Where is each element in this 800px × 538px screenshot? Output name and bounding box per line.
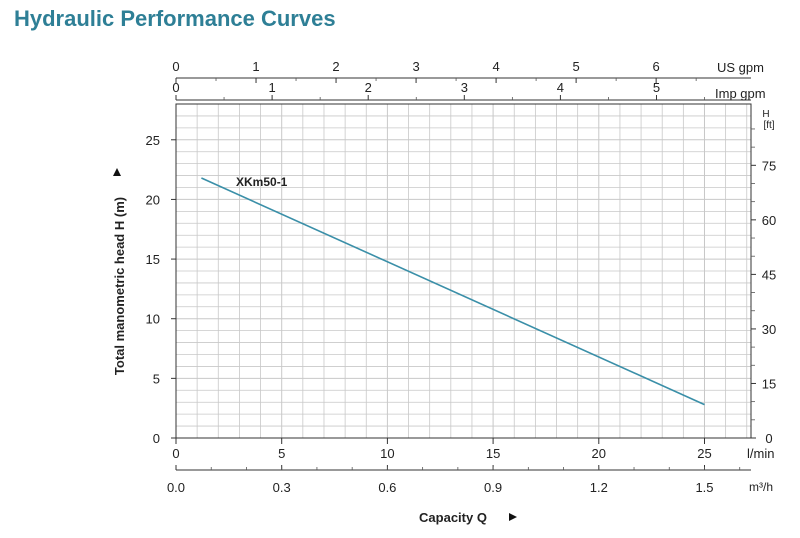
imp-gpm-axis-label: Imp gpm	[715, 86, 766, 101]
y-tick-label: 15	[146, 252, 160, 267]
ft-axis-label-top: H	[762, 109, 769, 120]
lmin-tick-label: 5	[278, 446, 285, 461]
us-gpm-tick-label: 3	[412, 59, 419, 74]
m3h-tick-label: 0.0	[167, 480, 185, 495]
imp-gpm-tick-label: 4	[557, 80, 564, 95]
us-gpm-tick-label: 5	[572, 59, 579, 74]
us-gpm-tick-label: 2	[332, 59, 339, 74]
us-gpm-axis-label: US gpm	[717, 60, 764, 75]
us-gpm-tick-label: 4	[492, 59, 499, 74]
page-title: Hydraulic Performance Curves	[14, 6, 336, 31]
m3h-tick-label: 0.9	[484, 480, 502, 495]
m3h-tick-label: 1.2	[590, 480, 608, 495]
y-tick-label: 20	[146, 192, 160, 207]
lmin-tick-label: 10	[380, 446, 394, 461]
y-tick-label: 5	[153, 371, 160, 386]
y-axis-label: Total manometric head H (m)	[112, 197, 127, 375]
m3h-axis-label: m³/h	[749, 480, 773, 494]
ft-tick-label: 45	[762, 267, 776, 282]
ft-tick-label: 30	[762, 322, 776, 337]
series-layer	[201, 177, 705, 406]
y-tick-label: 10	[146, 312, 160, 327]
us-gpm-tick-label: 1	[252, 59, 259, 74]
x-axis-arrow-icon	[509, 513, 517, 521]
m3h-tick-label: 0.6	[378, 480, 396, 495]
imp-gpm-tick-label: 2	[365, 80, 372, 95]
ft-tick-label: 75	[762, 158, 776, 173]
lmin-tick-label: 0	[172, 446, 179, 461]
ft-tick-label: 0	[765, 431, 772, 446]
lmin-tick-label: 15	[486, 446, 500, 461]
ft-tick-label: 60	[762, 213, 776, 228]
imp-gpm-tick-label: 1	[268, 80, 275, 95]
imp-gpm-tick-label: 3	[461, 80, 468, 95]
us-gpm-tick-label: 0	[172, 59, 179, 74]
lmin-tick-label: 20	[592, 446, 606, 461]
y-tick-label: 0	[153, 431, 160, 446]
y-tick-label: 25	[146, 133, 160, 148]
ft-axis-unit: [ft]	[763, 120, 774, 131]
lmin-tick-label: 25	[697, 446, 711, 461]
m3h-tick-label: 1.5	[695, 480, 713, 495]
x-axis-label: Capacity Q	[419, 510, 487, 525]
us-gpm-tick-label: 6	[653, 59, 660, 74]
performance-curve-line	[201, 177, 705, 406]
grid-layer	[176, 104, 751, 438]
lmin-axis-label: l/min	[747, 446, 774, 461]
imp-gpm-tick-label: 0	[172, 80, 179, 95]
series-label: XKm50-1	[236, 175, 288, 189]
m3h-tick-label: 0.3	[273, 480, 291, 495]
ft-tick-label: 15	[762, 376, 776, 391]
y-axis-arrow-icon	[113, 168, 121, 176]
imp-gpm-tick-label: 5	[653, 80, 660, 95]
